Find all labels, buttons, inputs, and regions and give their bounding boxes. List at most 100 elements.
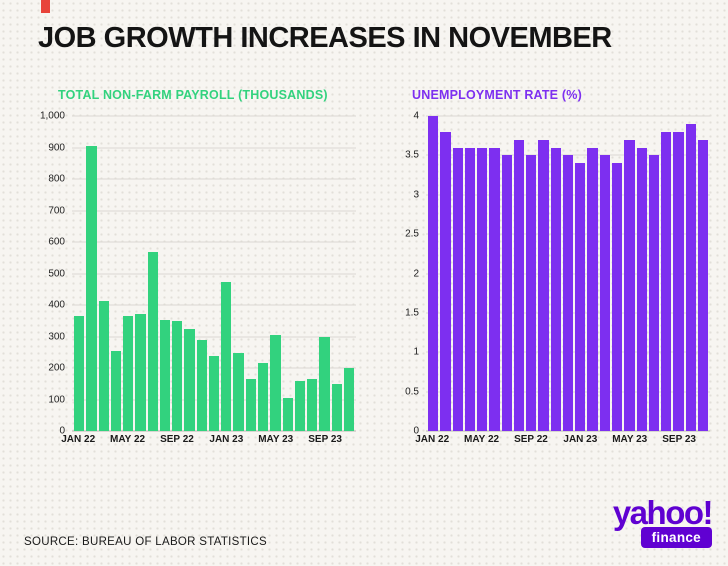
bar-aug-23 (661, 131, 672, 431)
bar-oct-22 (184, 328, 195, 431)
payroll-chart: TOTAL NON-FARM PAYROLL (THOUSANDS) 0 100 2… (38, 88, 356, 452)
gridline (426, 115, 710, 117)
x-axis-label: SEP 23 (308, 434, 342, 445)
y-axis-label: 2.5 (405, 228, 419, 240)
x-axis-label: SEP 22 (160, 434, 194, 445)
y-axis-label: 1,000 (39, 110, 65, 122)
bar-nov-23 (697, 139, 709, 431)
unemployment-chart-body: 0 0.5 1 1.5 2 2.5 3 3.5 4 (392, 111, 710, 437)
bar-apr-22 (110, 351, 122, 431)
bar-nov-22 (550, 147, 561, 431)
y-axis-label: 100 (48, 394, 65, 405)
bar-feb-23 (233, 352, 244, 431)
x-axis-label: SEP 22 (514, 434, 548, 445)
bar-jul-23 (294, 380, 306, 431)
payroll-x-axis: JAN 22 MAY 22 SEP 22 JAN 23 MAY 23 SEP 23 (61, 434, 356, 452)
y-axis-label: 4 (413, 110, 419, 122)
red-accent-mark (41, 0, 50, 13)
y-axis-label: 0 (59, 425, 65, 437)
gridline (72, 241, 356, 243)
x-axis-label: MAY 22 (110, 434, 146, 445)
bar-feb-22 (440, 131, 451, 431)
bar-mar-22 (98, 300, 109, 431)
payroll-plot-area (72, 115, 356, 432)
bar-apr-22 (464, 147, 476, 431)
bar-sep-22 (526, 155, 537, 431)
bar-may-23 (270, 334, 281, 431)
unemployment-chart-title: UNEMPLOYMENT RATE (%) (412, 88, 582, 102)
bar-jan-23 (575, 163, 586, 431)
bar-dec-22 (562, 155, 574, 431)
gridline (72, 210, 356, 211)
bar-apr-23 (257, 362, 269, 431)
y-axis-label: 2 (413, 268, 419, 279)
x-axis-label: JAN 22 (61, 434, 96, 445)
unemployment-bars (426, 116, 710, 431)
x-axis-label: JAN 23 (563, 434, 598, 445)
bar-jan-22 (428, 116, 439, 431)
unemployment-chart: UNEMPLOYMENT RATE (%) 0 0.5 1 1.5 2 2.5 3 3.5 4 … (392, 88, 710, 452)
x-axis-label: JAN 22 (415, 434, 450, 445)
gridline (72, 336, 356, 337)
charts-row: TOTAL NON-FARM PAYROLL (THOUSANDS) 0 100 2… (38, 88, 710, 452)
y-axis-label: 200 (48, 362, 65, 374)
payroll-bars (72, 116, 356, 431)
x-axis-label: MAY 22 (464, 434, 500, 445)
bar-oct-23 (331, 383, 342, 431)
yahoo-finance-logo: yahoo! finance (612, 494, 714, 548)
y-axis-label: 400 (48, 299, 65, 311)
bar-jan-22 (74, 316, 85, 431)
source-attribution: SOURCE: BUREAU OF LABOR STATISTICS (24, 536, 268, 548)
bar-feb-23 (587, 147, 598, 431)
y-axis-label: 3.5 (405, 149, 419, 161)
unemployment-plot-area (426, 115, 710, 432)
y-axis-label: 0 (413, 425, 419, 437)
y-axis-label: 300 (48, 331, 65, 342)
bar-sep-22 (172, 320, 183, 431)
gridline (72, 178, 356, 180)
bar-may-22 (477, 147, 488, 431)
bar-feb-22 (86, 146, 97, 431)
y-axis-label: 700 (48, 205, 65, 216)
x-axis-label: SEP 23 (662, 434, 696, 445)
bar-jul-23 (648, 155, 660, 431)
bar-mar-22 (452, 147, 463, 431)
gridline (72, 115, 356, 117)
bar-jun-23 (636, 147, 647, 431)
bar-aug-22 (159, 320, 171, 431)
bar-jun-22 (135, 314, 146, 431)
bar-aug-22 (513, 139, 525, 431)
y-axis-label: 1.5 (405, 307, 419, 319)
payroll-chart-body: 0 100 200 300 400 500 600 700 800 900 1,000 (38, 111, 356, 437)
bar-jun-23 (282, 397, 293, 431)
bar-apr-23 (611, 163, 623, 431)
gridline (72, 273, 356, 274)
y-axis-label: 500 (48, 268, 65, 279)
gridline (72, 304, 356, 306)
x-axis-label: JAN 23 (209, 434, 244, 445)
y-axis-label: 900 (48, 142, 65, 153)
bar-sep-23 (673, 131, 684, 431)
bar-oct-23 (685, 123, 696, 431)
unemployment-x-axis: JAN 22 MAY 22 SEP 22 JAN 23 MAY 23 SEP 23 (415, 434, 710, 452)
payroll-y-axis: 0 100 200 300 400 500 600 700 800 900 1,000 (38, 111, 72, 437)
y-axis-label: 800 (48, 173, 65, 185)
bar-dec-22 (208, 355, 220, 431)
x-axis-label: MAY 23 (612, 434, 648, 445)
bar-nov-22 (196, 339, 207, 431)
finance-logo-badge: finance (640, 527, 712, 548)
y-axis-label: 1 (413, 346, 419, 358)
bar-mar-23 (245, 379, 256, 431)
payroll-chart-title: TOTAL NON-FARM PAYROLL (THOUSANDS) (58, 88, 328, 102)
axis-baseline (72, 430, 356, 432)
bar-jun-22 (489, 147, 500, 431)
bar-aug-23 (307, 379, 318, 431)
unemployment-y-axis: 0 0.5 1 1.5 2 2.5 3 3.5 4 (392, 111, 426, 437)
bar-nov-23 (343, 368, 355, 431)
yahoo-logo-text: yahoo! (612, 494, 714, 531)
bar-may-23 (624, 139, 635, 431)
bar-may-22 (123, 316, 134, 431)
y-axis-label: 600 (48, 236, 65, 248)
bar-oct-22 (538, 139, 549, 431)
